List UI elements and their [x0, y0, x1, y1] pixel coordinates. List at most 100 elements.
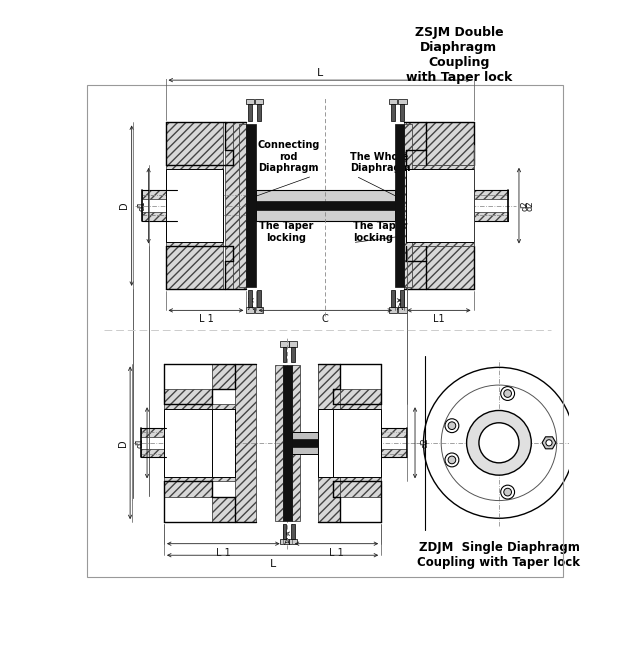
Bar	[406, 165, 426, 246]
Bar	[406, 170, 426, 242]
Bar	[406, 165, 474, 246]
Bar	[291, 346, 295, 362]
Text: L: L	[316, 68, 323, 78]
Bar	[245, 99, 254, 104]
Bar	[288, 341, 297, 346]
Circle shape	[479, 422, 519, 463]
Text: L 1: L 1	[216, 548, 231, 557]
Circle shape	[424, 367, 574, 518]
Bar	[381, 428, 406, 437]
Bar	[212, 409, 235, 477]
Text: d2: d2	[420, 438, 429, 448]
Text: The Whole
Diaphragm: The Whole Diaphragm	[351, 152, 411, 196]
Text: d1: d1	[138, 200, 146, 211]
Bar	[256, 190, 395, 221]
Bar	[141, 449, 166, 457]
Bar	[318, 364, 340, 522]
Bar	[275, 365, 283, 521]
Bar	[225, 261, 233, 289]
Bar	[389, 307, 398, 312]
Bar	[212, 496, 235, 522]
Bar	[333, 389, 381, 404]
Circle shape	[501, 485, 515, 499]
Bar	[292, 432, 318, 454]
Bar	[333, 409, 381, 477]
Bar	[333, 404, 381, 481]
Text: Connecting
rod
Diaphragm: Connecting rod Diaphragm	[254, 140, 320, 197]
Bar	[257, 290, 261, 307]
Bar	[283, 365, 292, 521]
Text: L: L	[269, 559, 276, 569]
Text: The Taper
locking: The Taper locking	[353, 221, 407, 242]
Bar	[165, 122, 223, 165]
Bar	[318, 409, 333, 477]
Bar	[291, 523, 295, 539]
Bar	[292, 439, 318, 447]
Text: d2: d2	[521, 200, 530, 211]
Text: ZSJM Double
Diaphragm
Coupling
with Taper lock: ZSJM Double Diaphragm Coupling with Tape…	[406, 26, 512, 84]
Bar	[164, 389, 212, 404]
Bar	[283, 523, 287, 539]
Bar	[143, 190, 177, 200]
Text: d2: d2	[525, 200, 534, 211]
Circle shape	[501, 386, 515, 400]
Bar	[165, 246, 223, 289]
Text: ZDJM  Single Diaphragm
Coupling with Taper lock: ZDJM Single Diaphragm Coupling with Tape…	[417, 542, 581, 569]
Text: A: A	[284, 538, 290, 546]
Text: A: A	[396, 303, 403, 312]
Bar	[398, 99, 406, 104]
Bar	[235, 364, 256, 522]
Circle shape	[546, 440, 552, 446]
Text: L1: L1	[433, 314, 444, 324]
Bar	[255, 307, 263, 312]
Bar	[401, 104, 404, 121]
Bar	[406, 122, 474, 165]
Bar	[381, 449, 406, 457]
Bar	[426, 122, 474, 150]
Circle shape	[448, 422, 456, 430]
Bar	[164, 404, 212, 481]
Bar	[398, 307, 406, 312]
Bar	[165, 170, 223, 242]
Circle shape	[504, 390, 512, 398]
Bar	[280, 539, 288, 544]
Circle shape	[445, 419, 459, 432]
Bar	[257, 104, 261, 121]
Text: L 1: L 1	[198, 314, 213, 324]
Bar	[389, 99, 398, 104]
Bar	[406, 246, 474, 289]
Bar	[318, 364, 333, 389]
Bar	[141, 428, 166, 437]
Bar	[404, 124, 412, 288]
Circle shape	[448, 456, 456, 464]
Bar	[404, 122, 426, 289]
Bar	[474, 190, 508, 200]
Bar	[245, 307, 254, 312]
Bar	[288, 539, 297, 544]
Circle shape	[504, 488, 512, 496]
Text: D: D	[118, 439, 128, 447]
Bar	[225, 122, 233, 150]
Bar	[212, 404, 235, 481]
Bar	[292, 365, 299, 521]
Text: d1: d1	[136, 438, 145, 448]
Bar	[391, 104, 395, 121]
Text: D: D	[119, 202, 129, 210]
Bar	[212, 364, 235, 389]
Bar	[333, 481, 381, 496]
Bar	[248, 290, 252, 307]
Bar	[248, 104, 252, 121]
Bar	[395, 124, 404, 288]
Circle shape	[467, 411, 531, 475]
Bar	[406, 170, 474, 242]
Text: A: A	[248, 303, 254, 312]
Bar	[164, 409, 212, 477]
Bar	[238, 124, 247, 288]
Bar	[225, 122, 247, 289]
Bar	[255, 99, 263, 104]
Bar	[256, 201, 395, 210]
Bar	[426, 261, 474, 289]
Circle shape	[445, 453, 459, 467]
Bar	[143, 212, 177, 221]
Bar	[280, 341, 288, 346]
